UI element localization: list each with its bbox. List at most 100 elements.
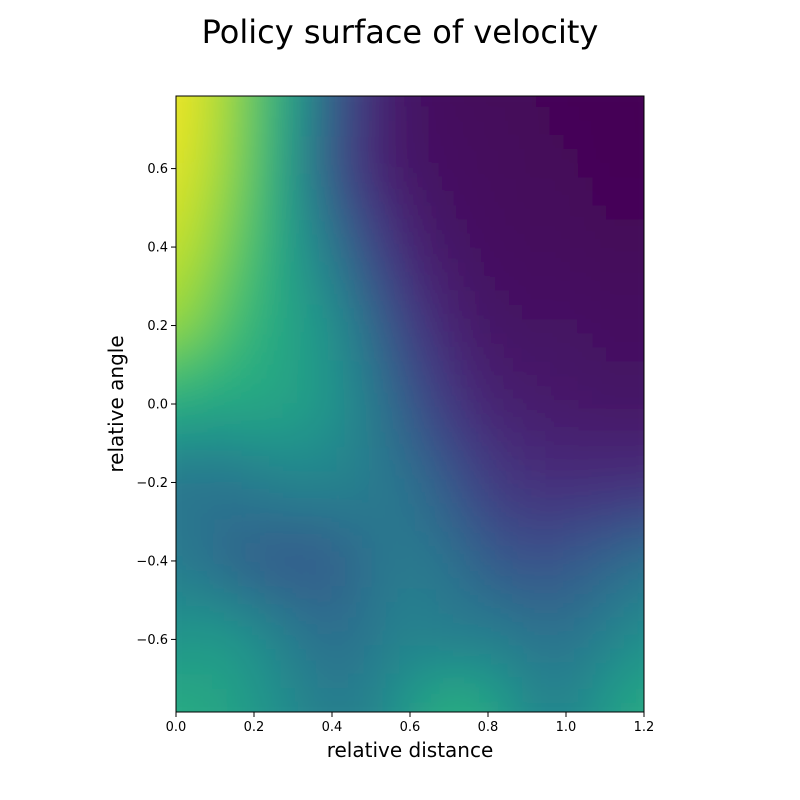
heatmap-cell <box>270 745 285 760</box>
heatmap-cell <box>227 389 243 405</box>
heatmap-cell <box>550 503 566 519</box>
heatmap-cell <box>176 404 186 419</box>
heatmap-cell <box>176 247 186 263</box>
heatmap-cell <box>339 290 355 306</box>
heatmap-cell <box>634 119 644 135</box>
heatmap-cell <box>269 304 285 320</box>
heatmap-cell <box>143 432 158 447</box>
heatmap-cell <box>592 432 608 448</box>
heatmap-cell <box>494 745 509 760</box>
heatmap-cell <box>255 702 271 712</box>
heatmap-cell <box>649 645 664 660</box>
heatmap-cell <box>466 588 481 604</box>
heatmap-cell <box>677 461 692 476</box>
heatmap-cell <box>536 233 551 249</box>
heatmap-cell <box>311 418 327 434</box>
heatmap-cell <box>424 347 439 362</box>
heatmap-cell <box>536 119 551 135</box>
heatmap-cell <box>353 503 369 519</box>
heatmap-cell <box>634 332 644 348</box>
heatmap-cell <box>536 304 551 320</box>
heatmap-cell <box>176 688 186 703</box>
heatmap-cell <box>649 134 664 149</box>
heatmap-cell <box>663 347 678 362</box>
heatmap-cell <box>508 574 523 590</box>
heatmap-cell <box>620 404 636 419</box>
heatmap-cell <box>283 304 299 320</box>
heatmap-cell <box>452 688 467 703</box>
heatmap-cell <box>634 574 644 590</box>
heatmap-cell <box>227 347 243 362</box>
heatmap-cell <box>522 446 537 462</box>
heatmap-cell <box>381 588 397 604</box>
heatmap-cell <box>564 190 580 206</box>
heatmap-cell <box>438 517 453 533</box>
heatmap-cell <box>522 560 537 576</box>
heatmap-cell <box>185 96 200 107</box>
heatmap-cell <box>339 332 355 348</box>
heatmap-cell <box>536 361 551 377</box>
heatmap-cell <box>283 602 299 618</box>
heatmap-cell <box>199 375 215 391</box>
heatmap-cell <box>424 261 439 277</box>
heatmap-cell <box>227 688 243 703</box>
heatmap-cell <box>452 659 467 675</box>
heatmap-cell <box>395 418 411 434</box>
heatmap-cell <box>325 517 341 533</box>
heatmap-cell <box>185 617 200 632</box>
heatmap-cell <box>241 531 257 547</box>
heatmap-cell <box>522 418 537 434</box>
heatmap-cell <box>438 205 453 220</box>
heatmap-cell <box>466 375 481 391</box>
heatmap-cell <box>620 290 636 306</box>
heatmap-cell <box>213 716 228 731</box>
heatmap-cell <box>634 418 644 434</box>
heatmap-cell <box>255 119 271 135</box>
heatmap-cell <box>241 645 257 661</box>
heatmap-cell <box>283 361 299 377</box>
heatmap-cell <box>339 105 355 121</box>
heatmap-cell <box>410 247 425 263</box>
heatmap-cell <box>157 92 172 107</box>
heatmap-cell <box>353 190 369 206</box>
heatmap-cell <box>452 446 467 462</box>
heatmap-cell <box>283 134 299 149</box>
heatmap-cell <box>199 119 215 135</box>
heatmap-cell <box>339 631 355 647</box>
heatmap-cell <box>452 375 467 391</box>
heatmap-cell <box>176 219 186 235</box>
heatmap-cell <box>536 460 551 476</box>
heatmap-cell <box>677 631 692 646</box>
heatmap-cell <box>578 233 594 249</box>
heatmap-cell <box>592 475 608 490</box>
heatmap-cell <box>367 176 383 192</box>
heatmap-cell <box>663 617 678 632</box>
heatmap-cell <box>199 432 215 448</box>
heatmap-cell <box>424 418 439 434</box>
heatmap-cell <box>536 702 551 712</box>
heatmap-cell <box>677 361 692 376</box>
heatmap-cell <box>410 418 425 434</box>
heatmap-cell <box>185 205 200 220</box>
heatmap-cell <box>677 219 692 234</box>
heatmap-cell <box>129 532 144 547</box>
heatmap-cell <box>283 659 299 675</box>
heatmap-cell <box>410 702 425 712</box>
heatmap-cell <box>199 716 214 731</box>
heatmap-cell <box>395 304 411 320</box>
heatmap-cell <box>578 96 594 107</box>
heatmap-cell <box>311 503 327 519</box>
heatmap-cell <box>480 148 495 164</box>
heatmap-cell <box>367 361 383 377</box>
heatmap-cell <box>143 205 158 220</box>
heatmap-cell <box>395 645 411 661</box>
heatmap-cell <box>256 63 271 78</box>
heatmap-cell <box>635 745 650 760</box>
heatmap-cell <box>227 361 243 377</box>
heatmap-cell <box>452 96 467 107</box>
heatmap-cell <box>176 673 186 689</box>
heatmap-cell <box>677 589 692 604</box>
heatmap-cell <box>536 517 551 533</box>
heatmap-cell <box>466 475 481 490</box>
heatmap-cell <box>578 475 594 490</box>
